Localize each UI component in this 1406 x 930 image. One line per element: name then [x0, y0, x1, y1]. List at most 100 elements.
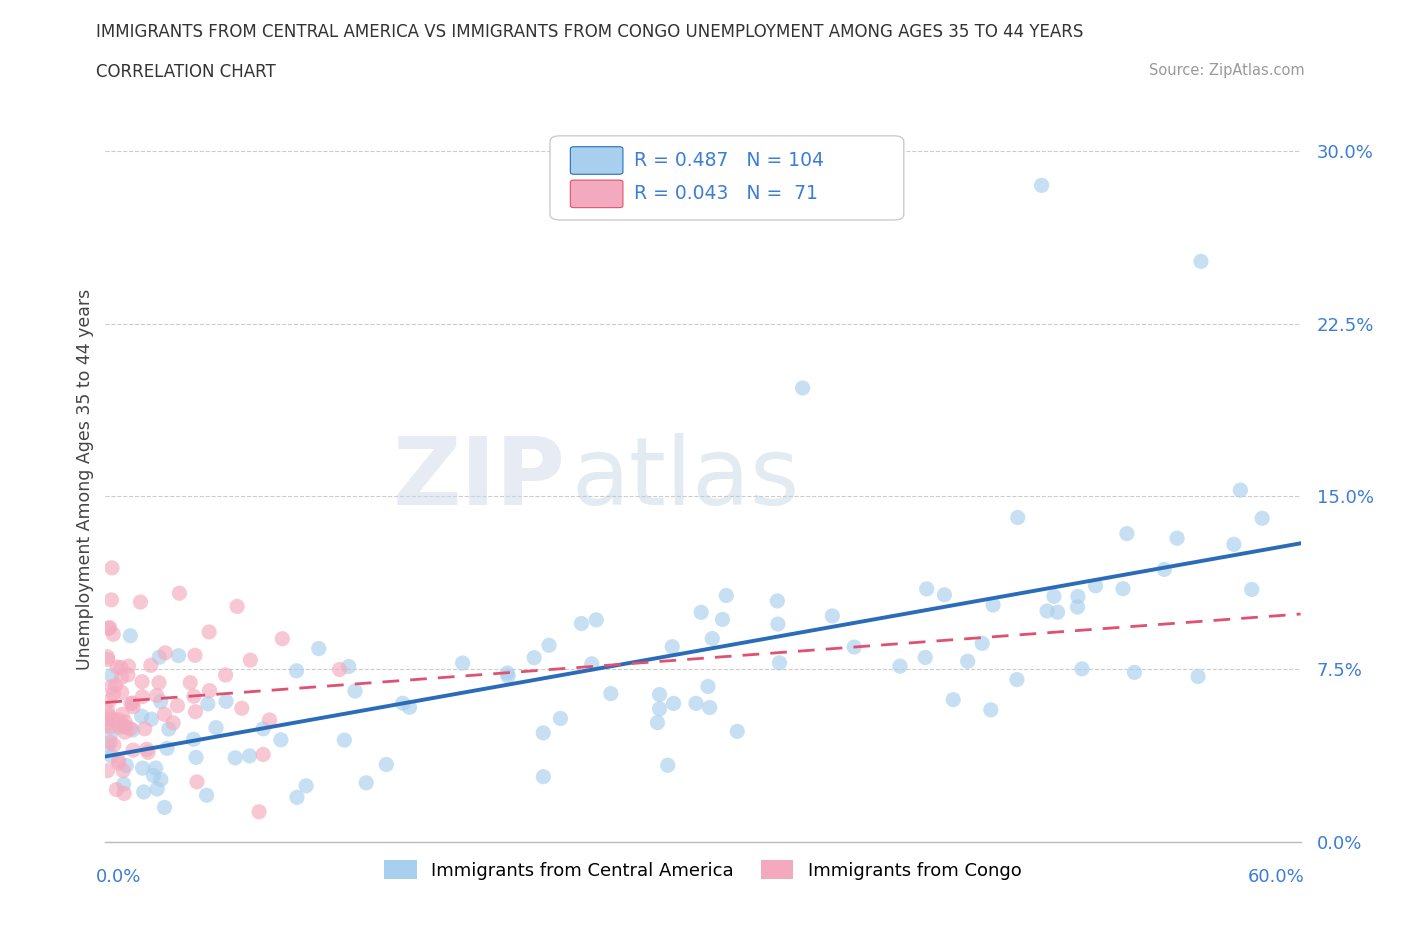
Text: Source: ZipAtlas.com: Source: ZipAtlas.com	[1149, 63, 1305, 78]
Point	[205, 720, 228, 735]
Point	[198, 684, 221, 698]
Point	[531, 725, 554, 740]
Point	[1005, 672, 1028, 687]
Point	[1240, 582, 1263, 597]
Point	[183, 732, 205, 747]
Point	[120, 629, 142, 644]
Point	[1112, 581, 1135, 596]
Point	[285, 663, 308, 678]
Point	[375, 757, 398, 772]
Point	[195, 788, 218, 803]
Point	[115, 720, 138, 735]
FancyBboxPatch shape	[571, 147, 623, 174]
Point	[308, 641, 330, 656]
Point	[96, 649, 118, 664]
Point	[100, 592, 122, 607]
Point	[112, 764, 135, 778]
Point	[496, 666, 519, 681]
Point	[821, 608, 844, 623]
Point	[398, 700, 420, 715]
Point	[112, 719, 135, 734]
Point	[647, 715, 669, 730]
Point	[844, 640, 866, 655]
Point	[197, 697, 219, 711]
Point	[166, 698, 188, 713]
Point	[1046, 604, 1069, 619]
Point	[537, 638, 560, 653]
Point	[1007, 510, 1029, 525]
Point	[153, 645, 177, 660]
Point	[329, 662, 352, 677]
Point	[699, 700, 721, 715]
Point	[157, 722, 180, 737]
Point	[107, 712, 129, 727]
Point	[132, 785, 155, 800]
Point	[105, 782, 128, 797]
Point	[1115, 526, 1137, 541]
Point	[337, 659, 360, 674]
Point	[271, 631, 294, 646]
Point	[648, 687, 671, 702]
Point	[167, 648, 190, 663]
Point	[333, 733, 356, 748]
Point	[934, 588, 956, 603]
Text: atlas: atlas	[571, 433, 800, 525]
Point	[914, 650, 936, 665]
Point	[550, 711, 572, 725]
Point	[711, 612, 734, 627]
Point	[145, 688, 167, 703]
Point	[122, 743, 145, 758]
Point	[768, 656, 790, 671]
Point	[725, 724, 748, 738]
Point	[117, 658, 139, 673]
Point	[112, 777, 135, 791]
Text: 0.0%: 0.0%	[96, 868, 141, 885]
Point	[101, 561, 124, 576]
Point	[100, 720, 122, 735]
Point	[1084, 578, 1107, 593]
Point	[239, 749, 262, 764]
Point	[100, 669, 122, 684]
Point	[120, 721, 142, 736]
Point	[496, 669, 519, 684]
Point	[114, 714, 136, 729]
Point	[662, 696, 685, 711]
Point	[110, 670, 132, 684]
Point	[648, 701, 671, 716]
Text: R = 0.043   N =  71: R = 0.043 N = 71	[634, 184, 818, 204]
Point	[117, 668, 139, 683]
Point	[716, 588, 738, 603]
Point	[259, 712, 281, 727]
Point	[100, 749, 122, 764]
Point	[1031, 178, 1053, 193]
Point	[685, 696, 707, 711]
Point	[247, 804, 270, 819]
Point	[169, 586, 191, 601]
Point	[112, 786, 135, 801]
Point	[657, 758, 679, 773]
Point	[184, 750, 207, 764]
Point	[889, 658, 911, 673]
Point	[215, 694, 238, 709]
Point	[231, 701, 253, 716]
Point	[96, 703, 118, 718]
Text: ZIP: ZIP	[392, 433, 565, 525]
Point	[141, 711, 163, 726]
Point	[523, 650, 546, 665]
Point	[1066, 600, 1088, 615]
Point	[96, 717, 118, 732]
Point	[661, 639, 683, 654]
Text: R = 0.487   N = 104: R = 0.487 N = 104	[634, 151, 824, 170]
Point	[145, 761, 167, 776]
Point	[110, 660, 132, 675]
Point	[1166, 531, 1188, 546]
Point	[136, 745, 159, 760]
Point	[1153, 562, 1175, 577]
Point	[1187, 669, 1209, 684]
FancyBboxPatch shape	[571, 180, 623, 207]
Point	[270, 733, 292, 748]
Point	[114, 719, 136, 734]
Point	[115, 758, 138, 773]
Point	[135, 742, 157, 757]
Legend: Immigrants from Central America, Immigrants from Congo: Immigrants from Central America, Immigra…	[377, 853, 1029, 887]
